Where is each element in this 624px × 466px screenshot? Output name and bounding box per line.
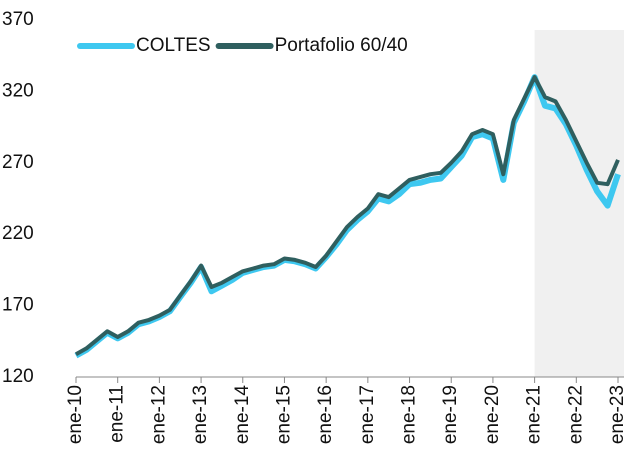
line-series xyxy=(75,75,620,356)
y-tick-label: 320 xyxy=(2,80,34,101)
x-tick-label: ene-13 xyxy=(190,385,211,444)
y-tick-label: 120 xyxy=(2,366,34,387)
y-tick-label: 170 xyxy=(2,295,34,316)
x-tick-label: ene-21 xyxy=(524,385,545,444)
x-tick-label: ene-19 xyxy=(440,385,461,444)
x-tick-label: ene-15 xyxy=(273,385,294,444)
x-tick-label: ene-14 xyxy=(232,385,253,445)
x-tick-label: ene-22 xyxy=(565,385,586,444)
x-tick-label: ene-17 xyxy=(357,385,378,444)
x-tick-label: ene-16 xyxy=(315,385,336,444)
legend-label: Portafolio 60/40 xyxy=(275,35,408,56)
x-tick-label: ene-10 xyxy=(65,385,86,444)
y-tick-label: 270 xyxy=(2,152,34,173)
y-tick-label: 370 xyxy=(2,9,34,30)
legend-label: COLTES xyxy=(136,35,211,56)
x-tick-label: ene-11 xyxy=(107,385,128,443)
x-tick-label: ene-18 xyxy=(399,385,420,444)
x-tick-label: ene-20 xyxy=(482,385,503,444)
y-tick-label: 220 xyxy=(2,223,34,244)
x-tick-label: ene-23 xyxy=(607,385,624,444)
x-tick-label: ene-12 xyxy=(148,385,169,444)
